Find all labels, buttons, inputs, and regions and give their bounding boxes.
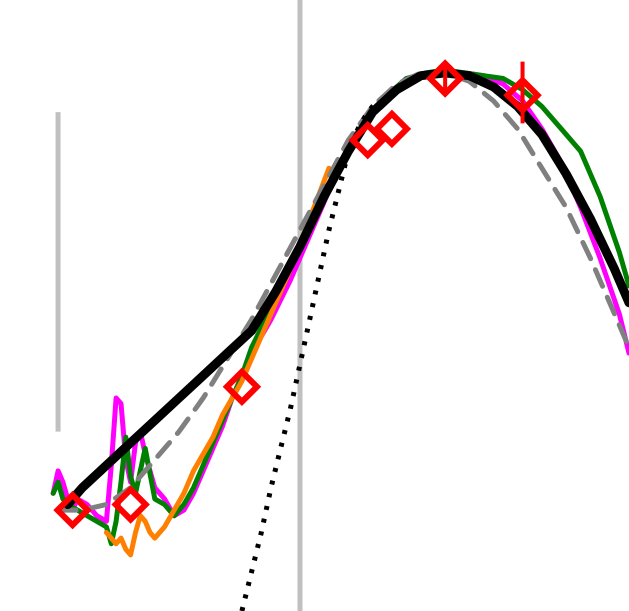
data-markers bbox=[53, 59, 542, 530]
diamond-marker-5 bbox=[425, 59, 465, 98]
diamond-marker-3 bbox=[348, 120, 387, 160]
series-line-4 bbox=[239, 99, 380, 611]
series-line-2 bbox=[103, 165, 332, 558]
series-lines bbox=[50, 67, 629, 611]
diamond-marker-2 bbox=[222, 367, 262, 407]
series-line-3 bbox=[55, 70, 629, 513]
diamond-marker-4 bbox=[372, 109, 412, 149]
diamond-marker-0 bbox=[53, 490, 92, 530]
series-line-5 bbox=[63, 68, 629, 509]
reference-lines bbox=[55, 0, 303, 611]
diamond-marker-6 bbox=[503, 76, 542, 115]
diamond-marker-1 bbox=[111, 485, 150, 524]
